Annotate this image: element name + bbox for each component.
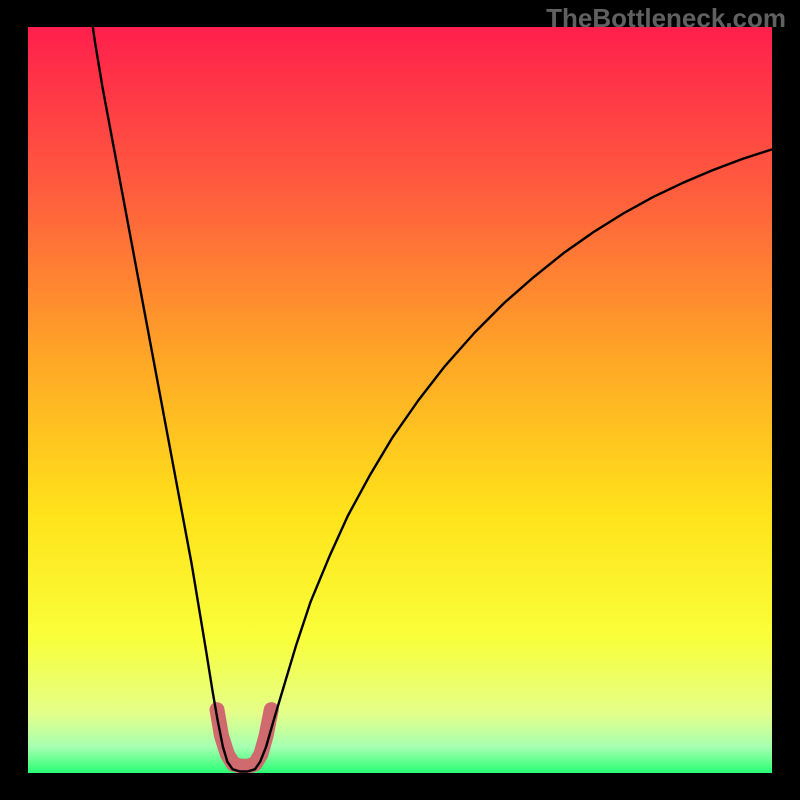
frame-right [772, 0, 800, 800]
plot-area [28, 27, 772, 773]
bottleneck-curve [88, 27, 772, 772]
frame-left [0, 0, 28, 800]
curve-layer [28, 27, 772, 773]
watermark-text: TheBottleneck.com [546, 3, 786, 34]
frame-bottom [0, 773, 800, 800]
chart-canvas: TheBottleneck.com [0, 0, 800, 800]
